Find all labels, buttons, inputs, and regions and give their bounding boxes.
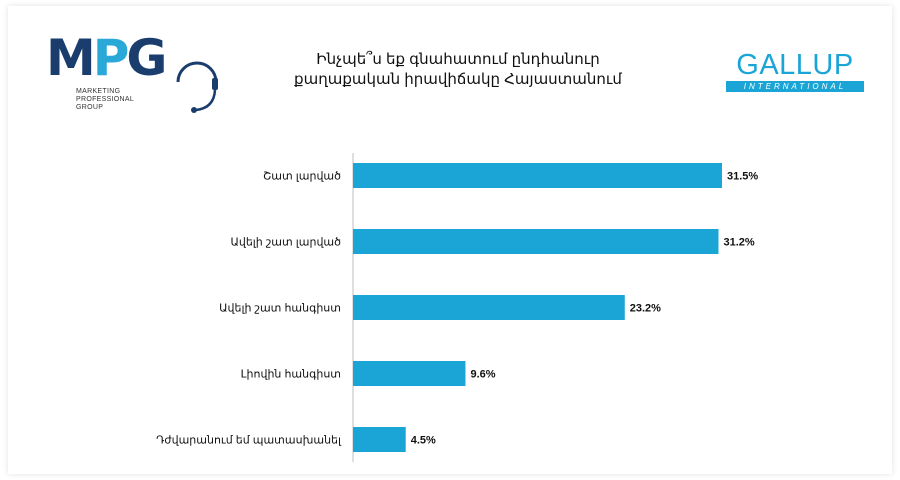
bar-4 xyxy=(353,427,406,452)
category-label-2: Ավելի շատ հանգիստ xyxy=(219,303,341,315)
mpg-letter-p: P xyxy=(92,29,130,87)
mpg-letters: MPG xyxy=(46,28,167,88)
value-label-4: 4.5% xyxy=(411,435,436,447)
bar-0 xyxy=(353,163,722,188)
bar-2 xyxy=(353,295,625,320)
chart-title-line-1: Ինչպե՞ս եք գնահատում ընդհանուր xyxy=(316,51,600,68)
category-label-1: Ավելի շատ լարված xyxy=(230,237,341,249)
category-label-4: Դժվարանում եմ պատասխանել xyxy=(156,435,342,447)
mpg-letter-m: M xyxy=(46,29,96,87)
chart-frame: MPG MARKETING PROFESSIONAL GROUP Ինչպե՞ս… xyxy=(8,6,892,474)
headset-icon xyxy=(176,61,218,113)
mpg-logo: MPG MARKETING PROFESSIONAL GROUP xyxy=(46,28,218,128)
value-label-1: 31.2% xyxy=(723,237,754,249)
gallup-logo: GALLUP INTERNATIONAL xyxy=(726,50,864,92)
value-label-0: 31.5% xyxy=(727,171,758,183)
mpg-tagline: MARKETING PROFESSIONAL GROUP xyxy=(76,88,135,111)
mpg-letter-g: G xyxy=(126,29,167,87)
category-label-0: Շատ լարված xyxy=(263,171,341,183)
bar-3 xyxy=(353,361,466,386)
value-label-3: 9.6% xyxy=(470,369,495,381)
gallup-wordmark: GALLUP xyxy=(736,49,854,81)
chart-title: Ինչպե՞ս եք գնահատում ընդհանուր քաղաքական… xyxy=(258,50,658,90)
gallup-international-band: INTERNATIONAL xyxy=(726,81,864,92)
value-label-2: 23.2% xyxy=(630,303,661,315)
chart-title-line-2: քաղաքական իրավիճակը Հայաստանում xyxy=(294,71,622,88)
category-label-3: Լիովին հանգիստ xyxy=(241,369,341,381)
bar-1 xyxy=(353,229,719,254)
